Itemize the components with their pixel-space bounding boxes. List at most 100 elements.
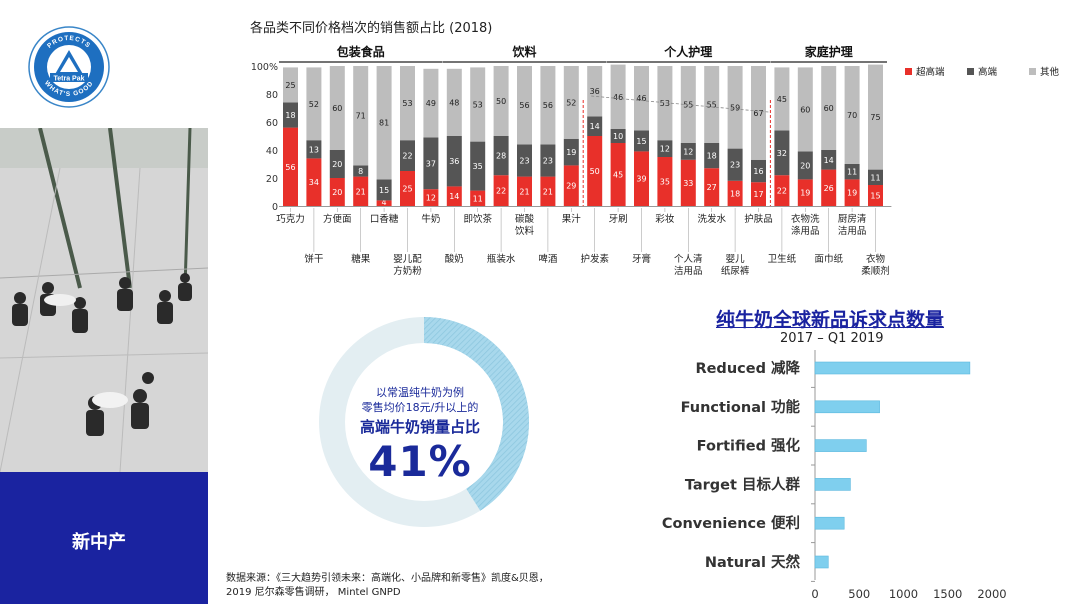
category-label: 面巾纸	[814, 253, 843, 265]
bar-value-label: 13	[309, 145, 319, 154]
bar-value-label: 23	[543, 157, 553, 166]
bar-value-label: 52	[309, 100, 319, 109]
bar-segment	[423, 68, 439, 138]
hbar-bar	[814, 478, 851, 491]
category-label: 洗发水	[697, 213, 726, 225]
bar-value-label: 23	[519, 157, 529, 166]
bar-value-label: 53	[473, 101, 483, 110]
bar-segment	[470, 141, 486, 191]
bar-value-label: 29	[566, 182, 576, 191]
bar-segment	[517, 144, 532, 177]
bar-value-label: 60	[824, 104, 834, 113]
legend-swatch	[1029, 68, 1036, 75]
bar-segment	[563, 138, 579, 166]
bar-segment	[446, 68, 462, 136]
bar-value-label: 46	[636, 94, 646, 103]
bar-segment	[797, 67, 813, 152]
bar-value-label: 26	[824, 184, 834, 193]
bar-value-label: 23	[730, 161, 740, 170]
bar-value-label: 27	[707, 183, 717, 192]
category-label: 果汁	[562, 213, 582, 225]
bar-segment	[844, 66, 860, 164]
bar-value-label: 19	[847, 189, 857, 198]
category-label: 纸尿裤	[721, 265, 750, 277]
bar-segment	[657, 66, 673, 141]
bar-segment	[493, 66, 509, 136]
bar-value-label: 11	[473, 194, 483, 203]
bar-value-label: 56	[519, 101, 529, 110]
bar-value-label: 36	[590, 87, 600, 96]
logo-brand: Tetra Pak	[54, 76, 85, 83]
bar-segment	[868, 64, 883, 170]
bar-segment	[751, 66, 766, 160]
bar-segment	[610, 64, 626, 129]
bar-value-label: 12	[683, 147, 693, 156]
hbar-subtitle: 2017 – Q1 2019	[780, 331, 884, 346]
bar-segment	[680, 143, 696, 160]
bar-segment	[727, 66, 743, 149]
bar-segment	[704, 168, 720, 206]
bar-segment	[844, 164, 860, 180]
bar-segment	[844, 179, 860, 206]
bar-value-label: 15	[870, 192, 880, 201]
bar-segment	[751, 182, 766, 206]
bar-value-label: 14	[449, 192, 459, 201]
source-line2: 2019 尼尔森零售调研， Mintel GNPD	[226, 587, 401, 598]
x-tick-label: 1000	[889, 587, 918, 601]
bar-value-label: 11	[847, 168, 857, 177]
bar-segment	[493, 175, 509, 206]
group-label: 饮料	[511, 44, 536, 59]
bar-value-label: 52	[566, 98, 576, 107]
bar-segment	[751, 159, 766, 183]
bar-value-label: 55	[707, 101, 717, 110]
y-tick-label: 20	[266, 174, 278, 185]
bar-segment	[563, 66, 579, 139]
x-tick-label: 1500	[933, 587, 962, 601]
category-label: 牙膏	[632, 253, 651, 265]
category-label: 酸奶	[445, 253, 464, 265]
category-label: 瓶装水	[487, 253, 516, 265]
group-label: 个人护理	[663, 44, 712, 59]
y-tick-label: 100%	[251, 62, 278, 73]
bar-segment	[727, 180, 743, 206]
bar-value-label: 19	[566, 148, 576, 157]
bar-value-label: 56	[285, 163, 295, 172]
bar-segment	[353, 176, 369, 206]
bar-value-label: 39	[636, 175, 646, 184]
category-label: 洁用品	[674, 265, 703, 277]
bar-segment	[868, 169, 883, 185]
category-label: 洁用品	[838, 225, 867, 237]
bar-segment	[400, 66, 415, 141]
bar-segment	[634, 66, 649, 131]
bar-segment	[517, 176, 532, 206]
bar-value-label: 4	[382, 198, 387, 207]
bar-segment	[400, 140, 415, 171]
bar-value-label: 21	[543, 187, 553, 196]
bar-segment	[329, 178, 345, 206]
bar-segment	[283, 67, 298, 103]
bar-segment	[329, 150, 345, 178]
bar-segment	[657, 140, 673, 157]
bar-value-label: 35	[660, 178, 670, 187]
donut-chart	[318, 316, 530, 532]
bar-segment	[283, 127, 298, 206]
bar-value-label: 22	[496, 187, 506, 196]
bar-value-label: 12	[660, 145, 670, 154]
hbar-category-label: Functional 功能	[681, 398, 801, 416]
legend-swatch	[967, 68, 974, 75]
left-panel: Tetra Pak PROTECTS WHAT'S GOOD	[0, 0, 208, 604]
legend-swatch	[905, 68, 912, 75]
bar-value-label: 75	[870, 113, 880, 122]
bar-value-label: 56	[543, 101, 553, 110]
hbar-category-label: Reduced 减降	[695, 359, 800, 377]
bar-value-label: 50	[590, 167, 600, 176]
y-tick-label: 0	[272, 202, 278, 213]
bar-segment	[868, 185, 883, 206]
category-label: 饼干	[304, 253, 323, 265]
bar-segment	[797, 151, 813, 180]
bar-segment	[376, 179, 392, 201]
category-label: 碳酸	[515, 213, 535, 225]
category-label: 牛奶	[421, 213, 440, 225]
bar-value-label: 28	[496, 152, 506, 161]
bar-value-label: 33	[683, 179, 693, 188]
